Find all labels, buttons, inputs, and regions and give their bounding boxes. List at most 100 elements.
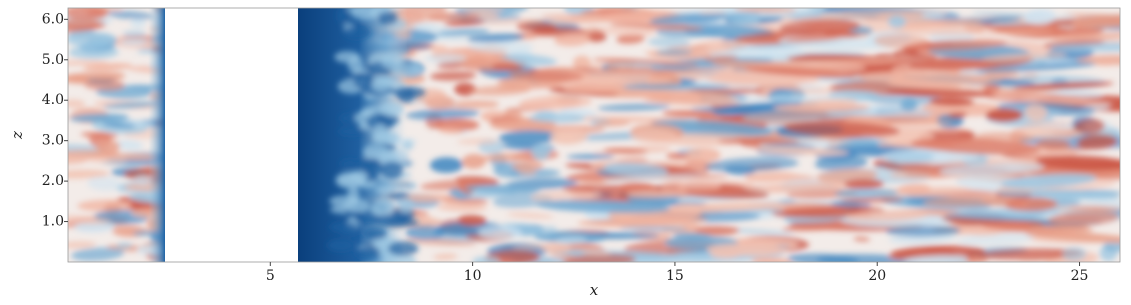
streak [593, 58, 699, 66]
y-tick-label: 4.0 [42, 92, 64, 108]
streak [71, 247, 125, 262]
streak [68, 169, 110, 179]
streak [1023, 8, 1057, 25]
streak [426, 12, 481, 22]
streak [724, 165, 756, 176]
streak [461, 153, 486, 169]
streak [68, 214, 111, 224]
streak [755, 147, 850, 155]
streak [1068, 205, 1120, 211]
streak [981, 52, 1068, 62]
streak [442, 199, 464, 204]
streak [433, 253, 458, 260]
eddy [355, 245, 381, 260]
streak [733, 8, 797, 13]
streak [1049, 42, 1120, 52]
streak [511, 161, 544, 171]
streak [562, 253, 636, 262]
streak [96, 140, 121, 154]
x-tick-label: 5 [266, 268, 275, 284]
streak [129, 16, 147, 29]
streak [82, 63, 133, 71]
streak [122, 30, 147, 37]
streak [506, 212, 554, 219]
streak [1077, 134, 1118, 150]
streak [429, 157, 464, 173]
streak [1024, 104, 1048, 121]
streak [759, 49, 777, 57]
streak [1102, 240, 1120, 252]
streak [1062, 247, 1087, 262]
streak [647, 37, 691, 48]
streak [74, 221, 116, 233]
streak [948, 111, 968, 118]
streak [1051, 32, 1120, 40]
streak [985, 108, 1024, 122]
streak [900, 98, 918, 112]
streak [1030, 225, 1094, 234]
streak [550, 128, 588, 145]
streak [618, 226, 688, 231]
streak [903, 254, 969, 262]
eddy [387, 241, 419, 256]
streak [434, 35, 473, 42]
streak [706, 243, 787, 256]
streak [405, 225, 445, 241]
plot-frame [67, 7, 1121, 263]
streak [649, 57, 774, 71]
eddy [371, 76, 392, 92]
streak [1094, 59, 1118, 66]
flow-field [68, 8, 1120, 262]
streak [980, 17, 1022, 22]
streak [977, 248, 1084, 260]
eddy [329, 222, 359, 232]
streak [922, 196, 1020, 207]
eddy [362, 144, 389, 161]
streak [1012, 81, 1114, 91]
y-tick-label: 5.0 [42, 52, 64, 68]
streak [516, 21, 558, 34]
streak [670, 202, 787, 212]
streak [956, 232, 1035, 245]
streak [875, 53, 899, 58]
inlet-edge [148, 8, 165, 262]
streak [632, 145, 672, 151]
streak [101, 122, 136, 129]
streak [554, 96, 581, 107]
streak [910, 137, 1041, 155]
eddy [401, 140, 414, 151]
streak [844, 178, 885, 190]
streak [498, 129, 558, 145]
streak [902, 39, 1007, 52]
streak [468, 40, 534, 53]
streak [597, 103, 671, 112]
streak [68, 8, 109, 21]
streak [436, 203, 488, 212]
eddy [343, 198, 370, 213]
streak [1000, 173, 1097, 189]
streak [1021, 97, 1114, 106]
y-tick-label: 3.0 [42, 133, 64, 149]
streak [785, 35, 841, 42]
streak [68, 99, 86, 108]
streak [555, 236, 588, 245]
streak [1071, 14, 1120, 29]
streak [885, 225, 961, 237]
streak [887, 15, 907, 28]
streak [87, 176, 122, 191]
streak [68, 60, 109, 66]
streak [105, 10, 154, 20]
streak [566, 154, 615, 159]
streak [437, 127, 464, 134]
streak [535, 199, 671, 214]
streak [477, 226, 523, 240]
eddy [398, 198, 414, 214]
streak [672, 232, 714, 240]
streak [114, 139, 143, 151]
eddy [347, 186, 361, 203]
streak [886, 152, 934, 164]
streak [921, 11, 944, 18]
streak [610, 62, 665, 68]
streak [858, 71, 991, 85]
